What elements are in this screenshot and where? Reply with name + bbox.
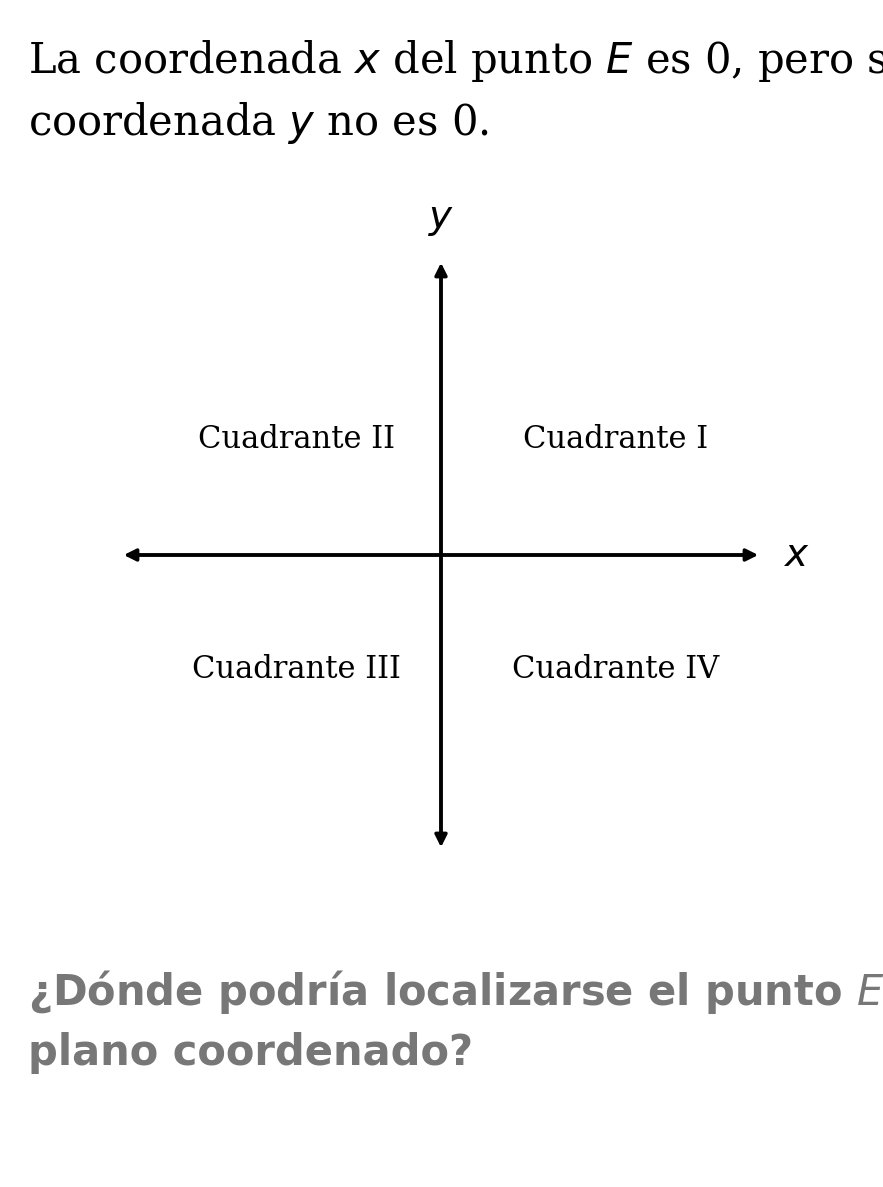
Text: coordenada $\mathit{y}$ no es 0.: coordenada $\mathit{y}$ no es 0. xyxy=(28,100,489,146)
Text: ¿Dónde podría localizarse el punto $\mathit{E}$ en el: ¿Dónde podría localizarse el punto $\mat… xyxy=(28,969,883,1016)
Text: Cuadrante IV: Cuadrante IV xyxy=(512,654,720,686)
Text: $\mathit{y}$: $\mathit{y}$ xyxy=(427,201,454,239)
Text: $\mathit{x}$: $\mathit{x}$ xyxy=(783,537,810,573)
Text: Cuadrante II: Cuadrante II xyxy=(198,425,395,456)
Text: plano coordenado?: plano coordenado? xyxy=(28,1032,473,1074)
Text: Cuadrante III: Cuadrante III xyxy=(192,654,400,686)
Text: Cuadrante I: Cuadrante I xyxy=(524,425,708,456)
Text: La coordenada $\mathit{x}$ del punto $\mathit{E}$ es 0, pero su: La coordenada $\mathit{x}$ del punto $\m… xyxy=(28,38,883,84)
